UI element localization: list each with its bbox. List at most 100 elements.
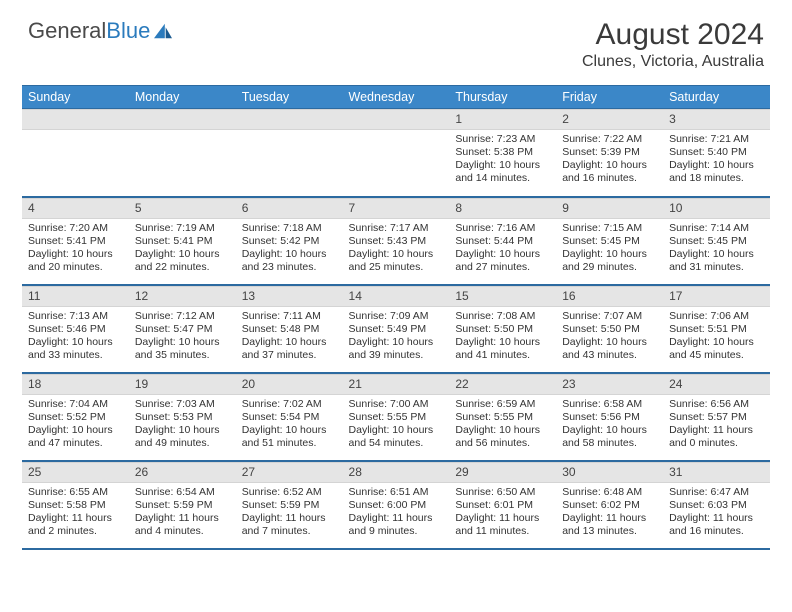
sunrise-text: Sunrise: 7:11 AM [242, 310, 337, 323]
sunrise-text: Sunrise: 7:06 AM [669, 310, 764, 323]
day-body: Sunrise: 7:21 AMSunset: 5:40 PMDaylight:… [663, 130, 770, 190]
sunrise-text: Sunrise: 7:00 AM [349, 398, 444, 411]
sunrise-text: Sunrise: 7:14 AM [669, 222, 764, 235]
calendar-cell: 15Sunrise: 7:08 AMSunset: 5:50 PMDayligh… [449, 285, 556, 373]
daylight-line2: and 49 minutes. [135, 437, 230, 450]
day-body: Sunrise: 6:50 AMSunset: 6:01 PMDaylight:… [449, 483, 556, 543]
sunrise-text: Sunrise: 6:55 AM [28, 486, 123, 499]
sunrise-text: Sunrise: 7:08 AM [455, 310, 550, 323]
daylight-line1: Daylight: 11 hours [242, 512, 337, 525]
daylight-line1: Daylight: 11 hours [562, 512, 657, 525]
daylight-line1: Daylight: 10 hours [455, 424, 550, 437]
sunset-text: Sunset: 5:51 PM [669, 323, 764, 336]
sunrise-text: Sunrise: 7:18 AM [242, 222, 337, 235]
daylight-line1: Daylight: 10 hours [455, 159, 550, 172]
daylight-line2: and 39 minutes. [349, 349, 444, 362]
daylight-line2: and 16 minutes. [562, 172, 657, 185]
calendar-cell [343, 109, 450, 197]
day-number-empty [22, 109, 129, 130]
daylight-line2: and 35 minutes. [135, 349, 230, 362]
calendar-cell: 12Sunrise: 7:12 AMSunset: 5:47 PMDayligh… [129, 285, 236, 373]
calendar-row: 18Sunrise: 7:04 AMSunset: 5:52 PMDayligh… [22, 373, 770, 461]
day-body: Sunrise: 7:09 AMSunset: 5:49 PMDaylight:… [343, 307, 450, 367]
daylight-line2: and 25 minutes. [349, 261, 444, 274]
sunrise-text: Sunrise: 7:12 AM [135, 310, 230, 323]
daylight-line1: Daylight: 10 hours [349, 424, 444, 437]
day-number: 28 [343, 462, 450, 483]
daylight-line2: and 33 minutes. [28, 349, 123, 362]
daylight-line2: and 20 minutes. [28, 261, 123, 274]
calendar-row: 25Sunrise: 6:55 AMSunset: 5:58 PMDayligh… [22, 461, 770, 549]
day-body: Sunrise: 7:08 AMSunset: 5:50 PMDaylight:… [449, 307, 556, 367]
sunset-text: Sunset: 5:54 PM [242, 411, 337, 424]
calendar-cell: 28Sunrise: 6:51 AMSunset: 6:00 PMDayligh… [343, 461, 450, 549]
sunset-text: Sunset: 6:03 PM [669, 499, 764, 512]
sunset-text: Sunset: 5:50 PM [455, 323, 550, 336]
sunrise-text: Sunrise: 6:59 AM [455, 398, 550, 411]
sunset-text: Sunset: 5:50 PM [562, 323, 657, 336]
day-body: Sunrise: 7:15 AMSunset: 5:45 PMDaylight:… [556, 219, 663, 279]
day-body: Sunrise: 7:14 AMSunset: 5:45 PMDaylight:… [663, 219, 770, 279]
daylight-line1: Daylight: 10 hours [135, 248, 230, 261]
day-number-empty [236, 109, 343, 130]
day-body: Sunrise: 6:48 AMSunset: 6:02 PMDaylight:… [556, 483, 663, 543]
day-body: Sunrise: 7:02 AMSunset: 5:54 PMDaylight:… [236, 395, 343, 455]
day-body: Sunrise: 6:47 AMSunset: 6:03 PMDaylight:… [663, 483, 770, 543]
daylight-line1: Daylight: 10 hours [562, 424, 657, 437]
sunrise-text: Sunrise: 6:50 AM [455, 486, 550, 499]
daylight-line2: and 9 minutes. [349, 525, 444, 538]
calendar-cell: 20Sunrise: 7:02 AMSunset: 5:54 PMDayligh… [236, 373, 343, 461]
daylight-line1: Daylight: 10 hours [562, 336, 657, 349]
sunset-text: Sunset: 5:46 PM [28, 323, 123, 336]
calendar-cell: 3Sunrise: 7:21 AMSunset: 5:40 PMDaylight… [663, 109, 770, 197]
day-number: 3 [663, 109, 770, 130]
daylight-line1: Daylight: 10 hours [562, 248, 657, 261]
daylight-line2: and 22 minutes. [135, 261, 230, 274]
daylight-line1: Daylight: 10 hours [242, 336, 337, 349]
day-body: Sunrise: 6:58 AMSunset: 5:56 PMDaylight:… [556, 395, 663, 455]
sunset-text: Sunset: 5:58 PM [28, 499, 123, 512]
sunrise-text: Sunrise: 7:13 AM [28, 310, 123, 323]
sunset-text: Sunset: 5:40 PM [669, 146, 764, 159]
day-body: Sunrise: 7:12 AMSunset: 5:47 PMDaylight:… [129, 307, 236, 367]
calendar-cell: 22Sunrise: 6:59 AMSunset: 5:55 PMDayligh… [449, 373, 556, 461]
sunset-text: Sunset: 5:38 PM [455, 146, 550, 159]
daylight-line2: and 41 minutes. [455, 349, 550, 362]
sunrise-text: Sunrise: 7:22 AM [562, 133, 657, 146]
page-header: GeneralBlue August 2024 Clunes, Victoria… [0, 0, 792, 77]
weekday-header-row: Sunday Monday Tuesday Wednesday Thursday… [22, 86, 770, 109]
daylight-line1: Daylight: 10 hours [28, 424, 123, 437]
month-title: August 2024 [582, 18, 764, 51]
day-number: 2 [556, 109, 663, 130]
calendar-cell: 14Sunrise: 7:09 AMSunset: 5:49 PMDayligh… [343, 285, 450, 373]
daylight-line2: and 13 minutes. [562, 525, 657, 538]
daylight-line2: and 51 minutes. [242, 437, 337, 450]
daylight-line2: and 0 minutes. [669, 437, 764, 450]
daylight-line2: and 37 minutes. [242, 349, 337, 362]
day-number: 23 [556, 374, 663, 395]
sunrise-text: Sunrise: 7:20 AM [28, 222, 123, 235]
calendar-cell: 8Sunrise: 7:16 AMSunset: 5:44 PMDaylight… [449, 197, 556, 285]
calendar-cell: 5Sunrise: 7:19 AMSunset: 5:41 PMDaylight… [129, 197, 236, 285]
sunset-text: Sunset: 5:56 PM [562, 411, 657, 424]
sunset-text: Sunset: 5:44 PM [455, 235, 550, 248]
daylight-line1: Daylight: 10 hours [562, 159, 657, 172]
sunset-text: Sunset: 5:57 PM [669, 411, 764, 424]
daylight-line2: and 14 minutes. [455, 172, 550, 185]
day-number: 22 [449, 374, 556, 395]
calendar-cell: 25Sunrise: 6:55 AMSunset: 5:58 PMDayligh… [22, 461, 129, 549]
calendar-cell: 13Sunrise: 7:11 AMSunset: 5:48 PMDayligh… [236, 285, 343, 373]
weekday-header: Wednesday [343, 86, 450, 109]
sunset-text: Sunset: 5:41 PM [28, 235, 123, 248]
day-number: 4 [22, 198, 129, 219]
calendar-cell: 19Sunrise: 7:03 AMSunset: 5:53 PMDayligh… [129, 373, 236, 461]
calendar-cell [129, 109, 236, 197]
calendar-cell: 21Sunrise: 7:00 AMSunset: 5:55 PMDayligh… [343, 373, 450, 461]
calendar-cell: 31Sunrise: 6:47 AMSunset: 6:03 PMDayligh… [663, 461, 770, 549]
daylight-line2: and 43 minutes. [562, 349, 657, 362]
daylight-line2: and 31 minutes. [669, 261, 764, 274]
day-number: 5 [129, 198, 236, 219]
calendar-cell: 26Sunrise: 6:54 AMSunset: 5:59 PMDayligh… [129, 461, 236, 549]
day-number: 16 [556, 286, 663, 307]
sunset-text: Sunset: 5:53 PM [135, 411, 230, 424]
